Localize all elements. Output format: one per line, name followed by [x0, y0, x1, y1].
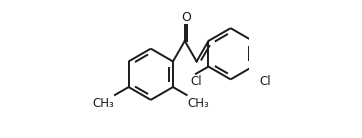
- Text: Cl: Cl: [190, 75, 202, 88]
- Text: O: O: [181, 11, 191, 24]
- Text: CH₃: CH₃: [93, 97, 114, 110]
- Text: Cl: Cl: [260, 75, 271, 88]
- Text: CH₃: CH₃: [187, 97, 209, 110]
